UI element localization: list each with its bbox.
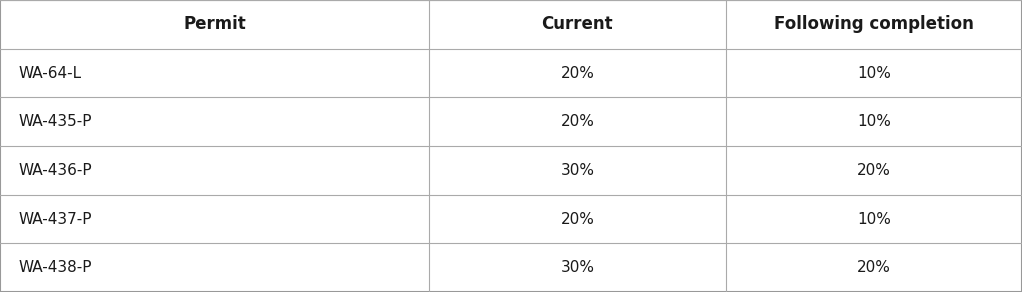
Text: Permit: Permit — [183, 15, 246, 33]
Text: 20%: 20% — [856, 260, 891, 275]
Text: 10%: 10% — [856, 211, 891, 227]
Text: 20%: 20% — [856, 163, 891, 178]
Text: 20%: 20% — [560, 211, 595, 227]
Text: 10%: 10% — [856, 114, 891, 129]
Text: 20%: 20% — [560, 114, 595, 129]
Text: WA-435-P: WA-435-P — [18, 114, 92, 129]
Text: 10%: 10% — [856, 65, 891, 81]
Text: 20%: 20% — [560, 65, 595, 81]
Text: Following completion: Following completion — [774, 15, 974, 33]
Text: WA-437-P: WA-437-P — [18, 211, 92, 227]
Text: 30%: 30% — [560, 260, 595, 275]
Text: WA-438-P: WA-438-P — [18, 260, 92, 275]
Text: WA-436-P: WA-436-P — [18, 163, 92, 178]
Text: Current: Current — [542, 15, 613, 33]
Text: 30%: 30% — [560, 163, 595, 178]
Text: WA-64-L: WA-64-L — [18, 65, 82, 81]
